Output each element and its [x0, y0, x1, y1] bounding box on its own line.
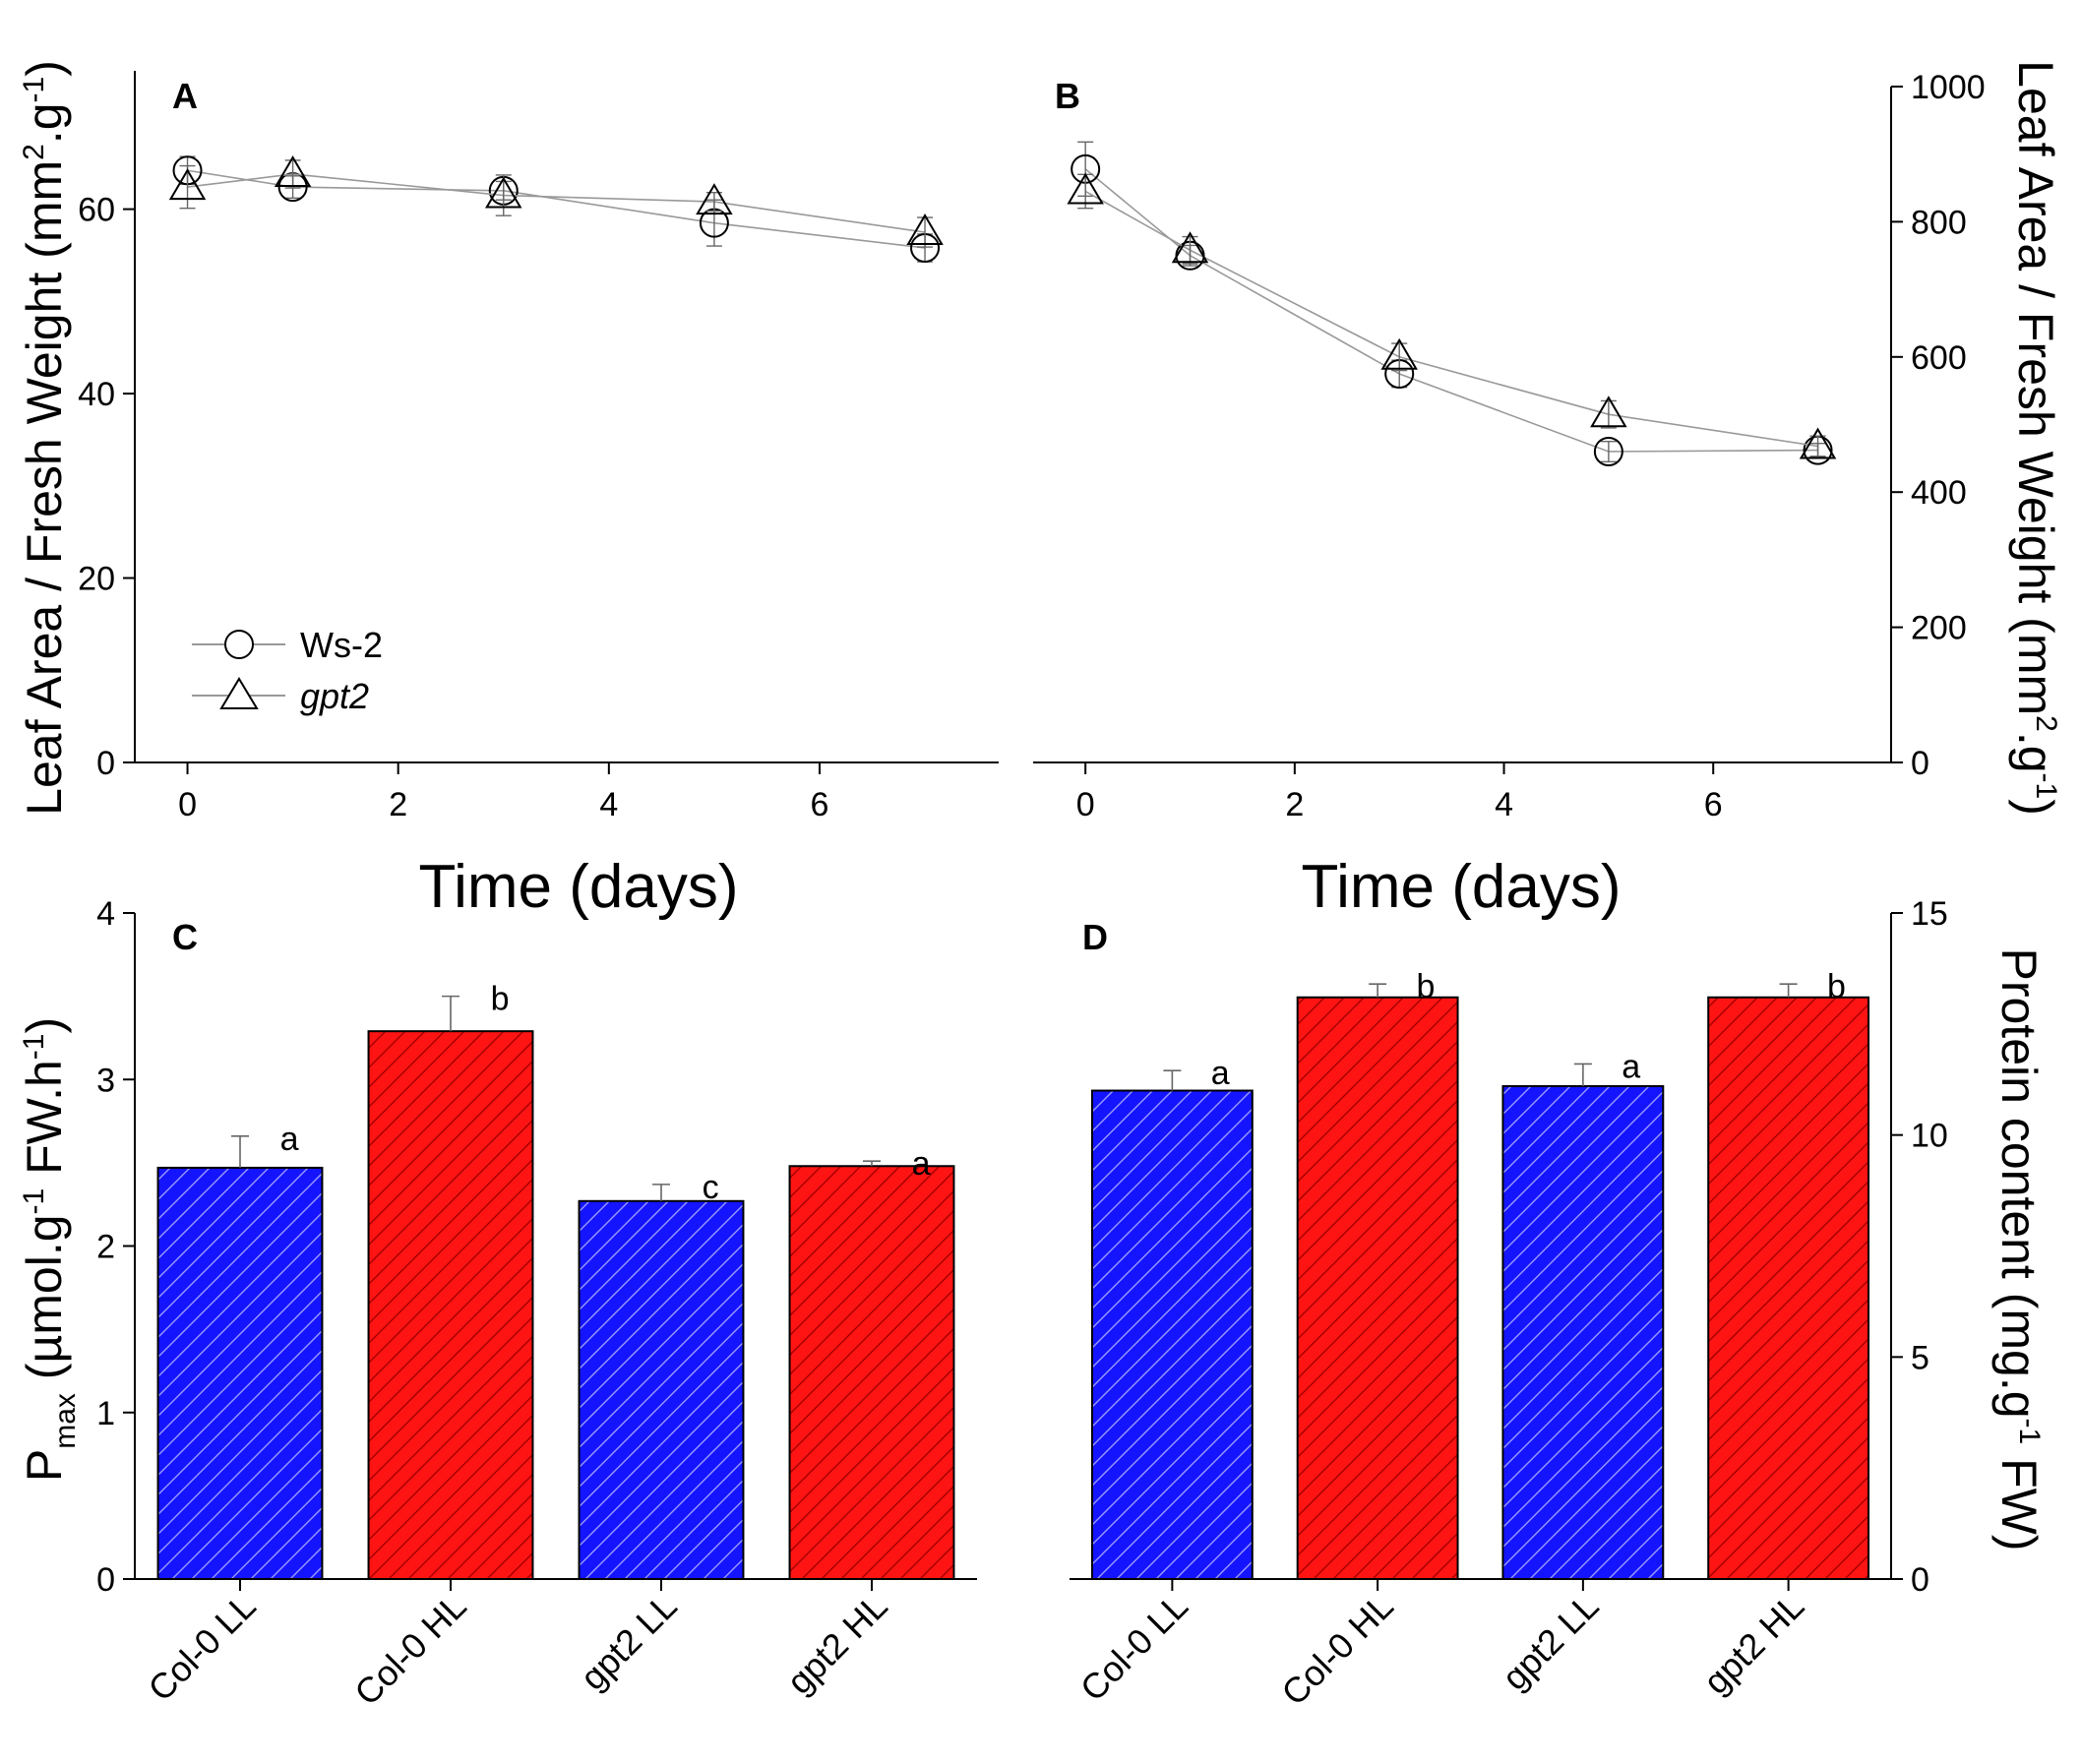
y-tick-label: 5: [1911, 1339, 1929, 1376]
y-tick-label: 10: [1911, 1118, 1948, 1155]
y-tick-label: 0: [96, 1561, 115, 1599]
significance-label: b: [491, 981, 510, 1018]
panel-b-ylabel: Leaf Area / Fresh Weight (mm2.g-1): [2008, 60, 2063, 816]
panel-d-marks: a b a b: [1090, 968, 1870, 1581]
y-tick-label: 800: [1911, 204, 1967, 241]
legend-gpt2-marker: [219, 677, 259, 709]
data-point-gpt2: [1799, 427, 1837, 459]
panel-a-xlabel: Time (days): [419, 853, 739, 921]
panel-d-letter: D: [1082, 917, 1108, 957]
data-point-gpt2: [485, 176, 522, 209]
panel-b-xlabel: Time (days): [1302, 853, 1622, 921]
bar-gpt2-hl: [788, 1165, 955, 1580]
significance-label: a: [1622, 1048, 1640, 1085]
x-category-label: Col-0 HL: [346, 1586, 473, 1713]
y-tick-label: 200: [1911, 610, 1967, 647]
legend-gpt2-label: gpt2: [300, 676, 369, 716]
y-tick-label: 0: [1911, 1561, 1929, 1599]
x-category-label: gpt2 HL: [1695, 1586, 1811, 1702]
x-tick-label: 6: [1704, 786, 1723, 823]
bar-col-0-ll: [1090, 1089, 1254, 1580]
y-tick-label: 2: [96, 1229, 115, 1266]
y-tick-label: 40: [78, 376, 115, 413]
x-tick-label: 2: [389, 786, 407, 823]
y-tick-label: 20: [78, 561, 115, 598]
x-tick-label: 6: [811, 786, 829, 823]
x-category-label: gpt2 HL: [779, 1586, 895, 1702]
significance-label: c: [703, 1169, 719, 1206]
data-point-gpt2: [696, 183, 733, 215]
bar-col-0-ll: [156, 1166, 324, 1580]
y-tick-label: 15: [1911, 895, 1948, 933]
y-tick-label: 4: [96, 895, 115, 933]
panel-a-ylabel: Leaf Area / Fresh Weight (mm2.g-1): [17, 60, 72, 816]
x-tick-label: 2: [1285, 786, 1304, 823]
panel-c-ylabel: Pmax (µmol.g-1 FW.h-1): [17, 1017, 82, 1482]
x-category-label: gpt2 LL: [573, 1586, 685, 1698]
panel-a-legend: Ws-2 gpt2: [192, 625, 383, 716]
significance-label: a: [912, 1145, 931, 1183]
bar-col-0-hl: [1296, 996, 1459, 1580]
data-point-gpt2: [1067, 172, 1104, 205]
legend-ws2-marker: [224, 630, 254, 659]
data-point-gpt2: [1171, 231, 1209, 264]
x-tick-label: 0: [1076, 786, 1095, 823]
y-tick-label: 60: [78, 192, 115, 229]
legend-ws2-label: Ws-2: [300, 625, 383, 665]
panel-b-letter: B: [1055, 76, 1080, 116]
data-point-gpt2: [1380, 337, 1418, 370]
series-line-Ws-2: [187, 169, 926, 249]
data-point-gpt2: [906, 213, 944, 246]
y-tick-label: 3: [96, 1062, 115, 1099]
x-category-label: gpt2 LL: [1495, 1586, 1607, 1698]
panel-b-axes: 0 2 4 6 0 200 400 600 800 1000: [1033, 69, 1986, 823]
series-line-gpt2: [187, 173, 926, 233]
panel-a-marks: [168, 155, 944, 263]
y-tick-label: 600: [1911, 339, 1967, 377]
panel-b-marks: [1067, 141, 1837, 466]
panel-c-letter: C: [172, 917, 198, 957]
x-tick-label: 0: [178, 786, 197, 823]
bar-gpt2-ll: [578, 1199, 745, 1580]
bar-col-0-hl: [367, 1030, 534, 1580]
x-category-label: Col-0 HL: [1273, 1586, 1400, 1713]
data-point-gpt2: [168, 168, 207, 201]
bar-gpt2-ll: [1501, 1085, 1665, 1581]
x-category-label: Col-0 LL: [140, 1586, 263, 1709]
data-point-gpt2: [274, 155, 312, 187]
significance-label: a: [280, 1121, 299, 1158]
y-tick-label: 1000: [1911, 69, 1986, 106]
panel-a-letter: A: [172, 76, 198, 116]
series-line-gpt2: [1084, 190, 1818, 448]
y-tick-label: 400: [1911, 474, 1967, 512]
significance-label: a: [1211, 1055, 1230, 1092]
panel-c-marks: a b c a: [156, 981, 955, 1580]
panel-b: 0 2 4 6 0 200 400 600 800 1000 B Leaf Area / Fres…: [1033, 60, 2063, 921]
significance-label: b: [1827, 968, 1846, 1005]
data-point-Ws-2: [1593, 436, 1623, 466]
series-line-Ws-2: [1084, 168, 1818, 453]
y-tick-label: 1: [96, 1395, 115, 1432]
y-tick-label: 0: [96, 745, 115, 782]
data-point-gpt2: [1590, 395, 1627, 428]
y-tick-label: 0: [1911, 745, 1929, 782]
panel-d-ylabel: Protein content (mg.g-1 FW): [1991, 948, 2047, 1551]
x-tick-label: 4: [599, 786, 618, 823]
significance-label: b: [1417, 968, 1436, 1005]
x-category-label: Col-0 LL: [1072, 1586, 1195, 1709]
x-tick-label: 4: [1495, 786, 1513, 823]
bar-gpt2-hl: [1707, 996, 1870, 1580]
